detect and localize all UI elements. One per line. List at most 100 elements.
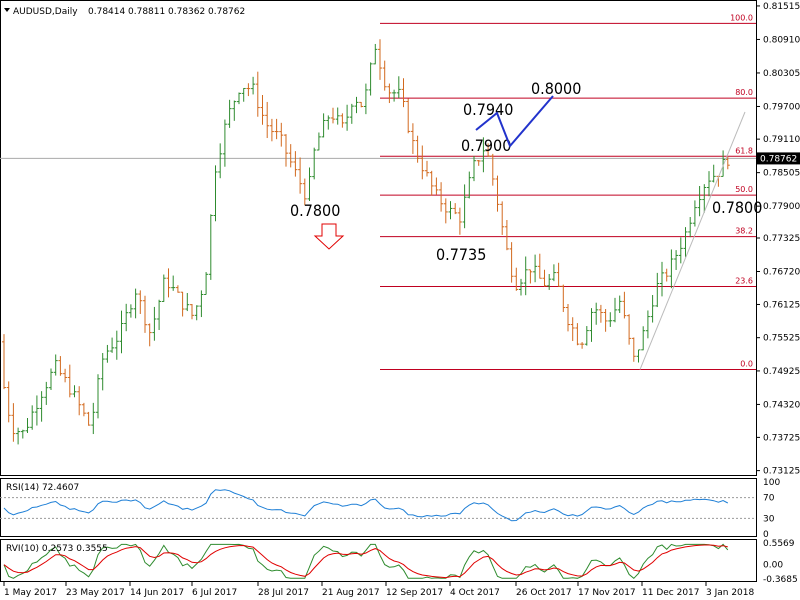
ohlc-bar xyxy=(401,78,406,108)
ohlc-bar xyxy=(147,323,152,347)
ohlc-bar xyxy=(152,306,157,341)
ohlc-bar xyxy=(406,98,411,134)
price-tick-label: 0.76125 xyxy=(763,300,800,310)
price-tick-label: 0.74925 xyxy=(763,367,800,377)
ohlc-bar xyxy=(542,269,547,287)
ohlc-bar xyxy=(185,292,190,312)
ohlc-bar xyxy=(627,314,632,345)
price-tick-label: 0.80305 xyxy=(763,69,800,79)
ohlc-bar xyxy=(711,164,716,183)
ohlc-bar xyxy=(655,272,660,308)
time-tick-label: 6 Jul 2017 xyxy=(192,588,237,598)
ohlc-bar xyxy=(124,303,129,332)
ohlc-bar xyxy=(96,374,100,419)
ohlc-bar xyxy=(448,201,453,220)
ohlc-bar xyxy=(721,150,726,177)
ohlc-open: 0.78414 xyxy=(88,7,125,17)
ohlc-bar xyxy=(340,113,345,128)
ohlc-bar xyxy=(81,402,86,417)
ohlc-bar xyxy=(157,299,162,330)
price-tick-label: 0.75525 xyxy=(763,334,800,344)
ohlc-bar xyxy=(180,291,185,317)
ohlc-bar xyxy=(110,337,115,353)
price-tick-label: 0.76720 xyxy=(763,268,800,278)
ohlc-bar xyxy=(495,175,500,212)
rvi-tick-label: 0.00 xyxy=(763,561,783,571)
price-annotation: 0.8000 xyxy=(531,79,581,98)
ohlc-bar xyxy=(660,261,664,297)
ohlc-bar xyxy=(514,267,519,291)
ohlc-bar xyxy=(161,274,166,302)
symbol-dropdown-icon[interactable] xyxy=(4,8,10,12)
ohlc-bar xyxy=(631,337,636,362)
ohlc-bar xyxy=(171,275,176,291)
ohlc-bar xyxy=(533,254,538,283)
time-tick-label: 1 May 2017 xyxy=(4,588,57,598)
ohlc-high: 0.78811 xyxy=(128,7,165,17)
ohlc-bar xyxy=(575,323,580,346)
ohlc-bar xyxy=(227,99,232,128)
ohlc-bar xyxy=(556,262,561,287)
ohlc-bar xyxy=(664,268,669,282)
ohlc-bar xyxy=(25,418,30,433)
ohlc-bar xyxy=(190,303,194,320)
ohlc-bar xyxy=(410,123,415,154)
ohlc-bar xyxy=(594,302,599,325)
ohlc-bar xyxy=(359,101,364,108)
ohlc-bar xyxy=(584,326,589,346)
ohlc-bar xyxy=(472,155,476,182)
down-arrow-icon xyxy=(313,223,345,250)
fib-level-label: 80.0 xyxy=(735,88,753,97)
ohlc-bar xyxy=(650,295,655,323)
rsi-panel xyxy=(0,478,757,537)
price-tick-label: 0.81515 xyxy=(763,2,800,12)
symbol-header: AUDUSD,Daily xyxy=(13,7,78,17)
ohlc-bar xyxy=(368,62,373,96)
ohlc-bar xyxy=(457,207,462,235)
ohlc-bar xyxy=(598,304,603,323)
time-tick-label: 23 May 2017 xyxy=(66,588,125,598)
ohlc-bar xyxy=(58,356,63,376)
ohlc-bar xyxy=(551,264,556,282)
rsi-label: RSI(14) 72.4607 xyxy=(6,483,79,493)
ohlc-bar xyxy=(241,87,246,102)
fib-level-label: 61.8 xyxy=(735,146,753,155)
ohlc-bar xyxy=(570,317,575,342)
ohlc-bar xyxy=(91,402,96,435)
ohlc-low: 0.78362 xyxy=(168,7,205,17)
time-tick-label: 26 Oct 2017 xyxy=(516,588,572,598)
ohlc-bar xyxy=(349,103,354,124)
ohlc-bar xyxy=(443,198,448,224)
ohlc-bar xyxy=(688,217,693,238)
ohlc-bar xyxy=(674,250,679,270)
fib-level-label: 38.2 xyxy=(735,227,753,236)
ohlc-bar xyxy=(509,242,514,283)
price-annotation: 0.7800 xyxy=(712,198,762,217)
time-tick-label: 4 Oct 2017 xyxy=(450,588,500,598)
price-annotation: 0.7900 xyxy=(461,136,511,155)
rvi-tick-label: 0.5569 xyxy=(763,539,795,549)
ohlc-bar xyxy=(547,274,552,290)
ohlc-bar xyxy=(537,253,542,279)
time-axis: 1 May 2017 23 May 2017 14 Jun 2017 6 Jul 20… xyxy=(3,582,754,598)
ohlc-bar xyxy=(298,157,303,194)
rsi-tick-label: 0 xyxy=(763,530,769,540)
ohlc-bar xyxy=(138,290,143,314)
ohlc-bar xyxy=(16,427,21,445)
ohlc-bar xyxy=(232,100,237,121)
rsi-tick-label: 100 xyxy=(763,478,780,488)
price-tick-label: 0.73725 xyxy=(763,433,800,443)
ohlc-bar xyxy=(11,403,16,442)
ohlc-bar xyxy=(302,178,307,206)
ohlc-bars xyxy=(2,39,746,445)
rvi-panel xyxy=(0,539,757,582)
price-tick-label: 0.79110 xyxy=(763,135,800,145)
rvi-label: RVI(10) 0.2573 0.3555 xyxy=(6,544,108,554)
fib-level-label: 50.0 xyxy=(735,185,753,194)
price-tick-label: 0.77900 xyxy=(763,202,800,212)
ohlc-bar xyxy=(265,101,270,139)
ohlc-bar xyxy=(387,83,392,104)
ohlc-bar xyxy=(100,352,105,391)
rvi-signal-line xyxy=(3,544,728,579)
